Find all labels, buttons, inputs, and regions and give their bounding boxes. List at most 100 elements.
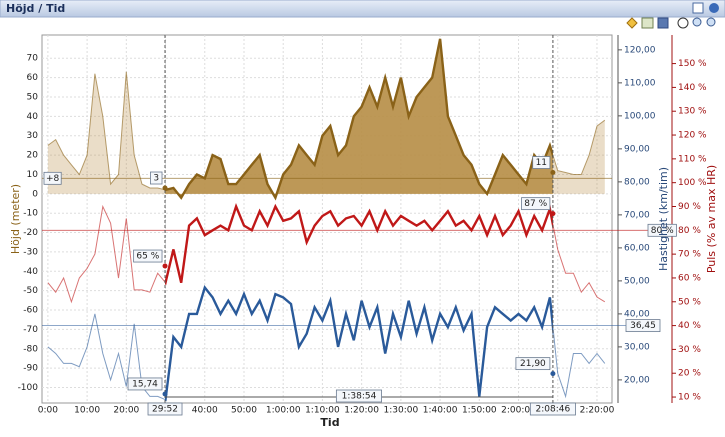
reference-label-box — [43, 171, 62, 185]
point-marker — [162, 185, 168, 191]
y-tick-label: -100 — [18, 383, 39, 393]
layout-button[interactable] — [692, 2, 704, 14]
x-tick-label: 10:00 — [74, 406, 100, 416]
tool-save[interactable] — [657, 17, 669, 29]
y3-tick-label: 70 % — [678, 250, 701, 260]
y-tick-label: 20 — [27, 151, 39, 161]
point-marker — [550, 371, 556, 377]
y2-tick-label: 40,00 — [624, 309, 650, 319]
y-tick-label: -50 — [23, 286, 38, 296]
x-tick-label: 1:10:00 — [305, 406, 340, 416]
y3-tick-label: 120 % — [678, 131, 707, 141]
y-tick-label: 70 — [27, 54, 39, 64]
tool-target[interactable] — [677, 17, 689, 29]
duration-label: 1:38:54 — [342, 392, 377, 402]
point-label-box — [133, 249, 163, 263]
point-marker — [550, 170, 556, 176]
y-axis-label: Höjd (meter) — [9, 184, 22, 254]
point-label: 65 % — [136, 252, 159, 262]
point-label: 21,90 — [520, 359, 546, 369]
tool-marker[interactable] — [626, 17, 638, 29]
y3-tick-label: 100 % — [678, 178, 707, 188]
point-label-box — [532, 156, 551, 169]
y-tick-label: -60 — [23, 306, 38, 316]
y2-axis-label: Hastighet (km/tim) — [657, 167, 670, 271]
header-bar — [0, 0, 725, 18]
x-tick-label: 50:00 — [231, 406, 257, 416]
y3-tick-label: 50 % — [678, 297, 701, 307]
duration-box — [335, 389, 382, 403]
y-tick-label: 40 — [27, 112, 39, 122]
point-label-box — [150, 171, 163, 185]
y3-tick-label: 60 % — [678, 273, 701, 283]
x-tick-label: 1:00:00 — [266, 406, 301, 416]
x-tick-label: 0:00 — [38, 406, 58, 416]
y2-tick-label: 60,00 — [624, 243, 650, 253]
y-tick-label: -80 — [23, 344, 38, 354]
y2-tick-label: 70,00 — [624, 210, 650, 220]
y3-tick-label: 10 % — [678, 393, 701, 403]
series-layer — [47, 38, 606, 402]
x-axis-label: Tid — [320, 416, 339, 429]
y-tick-label: -10 — [23, 209, 38, 219]
cursor-label: 2:08:46 — [536, 405, 571, 415]
reference-label: 80 % — [651, 226, 674, 236]
point-label: 3 — [153, 174, 159, 184]
tool-zoom-out[interactable] — [706, 17, 716, 27]
reference-label: +8 — [46, 174, 60, 184]
y3-tick-label: 110 % — [678, 154, 707, 164]
y3-tick-label: 40 % — [678, 321, 701, 331]
tool-chart[interactable] — [641, 17, 654, 29]
reference-label-box — [647, 223, 677, 237]
series-line-selected — [165, 203, 553, 286]
cursor-label-box — [529, 402, 576, 416]
point-label: 11 — [536, 158, 547, 168]
point-marker — [162, 391, 168, 397]
y-tick-label: 50 — [27, 92, 39, 102]
x-tick-label: 2:20:00 — [580, 406, 615, 416]
cursor-label-box — [147, 402, 183, 416]
y2-tick-label: 30,00 — [624, 342, 650, 352]
x-tick-label: 2:00:00 — [501, 406, 536, 416]
y2-tick-label: 20,00 — [624, 375, 650, 385]
x-tick-label: 1:50:00 — [462, 406, 497, 416]
y3-tick-label: 20 % — [678, 369, 701, 379]
y2-tick-label: 90,00 — [624, 144, 650, 154]
y3-tick-label: 30 % — [678, 345, 701, 355]
plot-area — [41, 34, 613, 404]
x-tick-label: 20:00 — [113, 406, 139, 416]
reference-label-box — [625, 319, 661, 333]
area-selected — [165, 38, 553, 198]
point-label: 87 % — [524, 199, 547, 209]
series-line-selected — [165, 284, 553, 402]
y-tick-label: -30 — [23, 247, 38, 257]
y-tick-label: -20 — [23, 228, 38, 238]
y2-tick-label: 50,00 — [624, 276, 650, 286]
y-tick-label: 10 — [27, 170, 39, 180]
y3-tick-label: 140 % — [678, 83, 707, 93]
point-marker — [550, 211, 556, 217]
toolbar — [626, 17, 716, 29]
y-tick-label: -90 — [23, 364, 38, 374]
y2-tick-label: 120,00 — [624, 45, 656, 55]
point-label: 15,74 — [132, 379, 158, 389]
reference-label: 36,45 — [630, 321, 656, 331]
y3-tick-label: 130 % — [678, 107, 707, 117]
point-label-box — [521, 197, 551, 211]
tool-zoom-in[interactable] — [692, 17, 702, 27]
x-tick-label: 40:00 — [192, 406, 218, 416]
y3-tick-label: 80 % — [678, 226, 701, 236]
cursor-label: 29:52 — [152, 405, 178, 415]
menu-button[interactable] — [709, 3, 719, 13]
x-tick-label: 1:30:00 — [384, 406, 419, 416]
y3-tick-label: 150 % — [678, 59, 707, 69]
x-tick-label: 1:20:00 — [344, 406, 379, 416]
series-line-selected — [165, 38, 553, 201]
y-tick-label: -40 — [23, 267, 38, 277]
y2-tick-label: 80,00 — [624, 177, 650, 187]
y3-axis-label: Puls (% av max HR) — [705, 165, 718, 273]
y-tick-label: 30 — [27, 131, 39, 141]
y2-tick-label: 110,00 — [624, 78, 656, 88]
y2-tick-label: 100,00 — [624, 111, 656, 121]
